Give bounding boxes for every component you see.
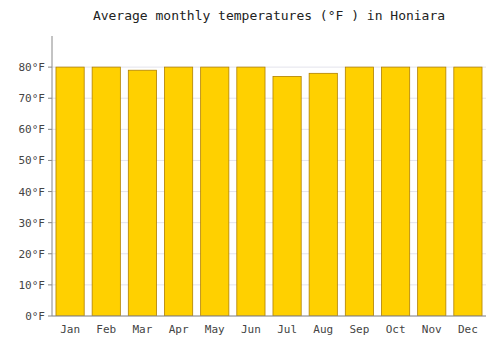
bar (128, 70, 156, 316)
y-axis: 0°F 10°F 20°F 30°F 40°F 50°F 60°F 70°F 80°F (19, 36, 53, 323)
title: Average monthly temperatures (°F ) in Ho… (93, 8, 445, 23)
bar (92, 67, 120, 316)
chart-svg: Average monthly temperatures (°F ) in Ho… (0, 0, 500, 350)
bar (164, 67, 192, 316)
y-tick-label: 0°F (25, 310, 45, 323)
y-tick (48, 67, 52, 68)
bar (237, 67, 265, 316)
bar (56, 67, 84, 316)
y-tick-label: 10°F (19, 279, 46, 292)
x-tick-label: Dec (458, 323, 478, 336)
y-tick-label: 40°F (19, 186, 46, 199)
x-tick-label: Sep (349, 323, 369, 336)
y-tick (48, 284, 52, 285)
bar (273, 76, 301, 316)
y-tick-label: 80°F (19, 61, 46, 74)
bar (309, 73, 337, 316)
y-axis-line (52, 36, 53, 316)
y-tick-label: 50°F (19, 154, 46, 167)
chart-container: Average monthly temperatures (°F ) in Ho… (0, 0, 500, 350)
y-tick (48, 129, 52, 130)
y-grid (52, 67, 486, 316)
x-tick-label: Jul (277, 323, 297, 336)
bar (418, 67, 446, 316)
y-tick (48, 316, 52, 317)
y-tick-label: 30°F (19, 217, 46, 230)
y-tick-label: 20°F (19, 248, 46, 261)
x-tick-label: Feb (96, 323, 116, 336)
y-tick-label: 70°F (19, 92, 46, 105)
bar (454, 67, 482, 316)
y-tick (48, 253, 52, 254)
x-tick-label: Oct (386, 323, 406, 336)
x-tick-label: Jun (241, 323, 261, 336)
bar (345, 67, 373, 316)
x-tick-label: Aug (313, 323, 333, 336)
bars (56, 67, 482, 316)
x-axis: Jan Feb Mar Apr May Jun Jul Aug Sep Oct Nov Dec (52, 316, 486, 336)
x-tick-label: Nov (422, 323, 442, 336)
x-tick-label: Mar (132, 323, 152, 336)
bar (201, 67, 229, 316)
y-tick (48, 222, 52, 223)
y-tick (48, 98, 52, 99)
y-tick (48, 191, 52, 192)
y-tick-label: 60°F (19, 123, 46, 136)
x-tick-label: May (205, 323, 225, 336)
x-tick-label: Jan (60, 323, 80, 336)
x-tick-label: Apr (169, 323, 189, 336)
y-tick (48, 160, 52, 161)
x-axis-line (52, 316, 486, 317)
bar (381, 67, 409, 316)
grid-line (52, 316, 486, 317)
